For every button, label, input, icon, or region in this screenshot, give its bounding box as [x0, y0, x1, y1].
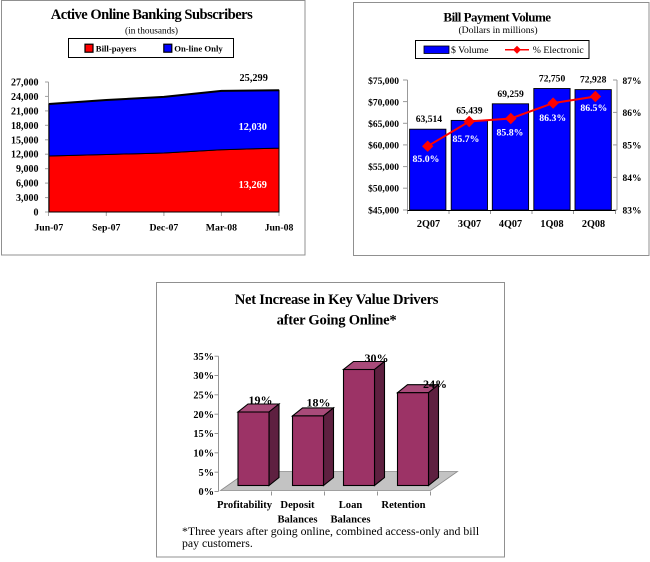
- svg-text:86.5%: 86.5%: [580, 103, 607, 114]
- svg-text:*Three years after going onlin: *Three years after going online, combine…: [182, 524, 480, 538]
- svg-text:Dec-07: Dec-07: [149, 223, 178, 234]
- svg-text:20%: 20%: [193, 410, 214, 421]
- svg-text:6,000: 6,000: [16, 179, 39, 190]
- svg-text:Net Increase in Key Value Driv: Net Increase in Key Value Drivers: [235, 292, 439, 308]
- svg-text:Profitability: Profitability: [217, 500, 273, 511]
- svg-text:27,000: 27,000: [11, 78, 39, 89]
- svg-text:$55,000: $55,000: [368, 162, 399, 173]
- svg-text:83%: 83%: [623, 206, 642, 216]
- svg-text:85.7%: 85.7%: [453, 134, 480, 145]
- svg-text:25%: 25%: [193, 391, 214, 402]
- svg-text:3,000: 3,000: [16, 193, 39, 204]
- svg-text:72,750: 72,750: [539, 74, 566, 85]
- svg-text:13,269: 13,269: [239, 180, 267, 191]
- svg-text:18,000: 18,000: [11, 121, 39, 132]
- svg-text:(in thousands): (in thousands): [125, 26, 178, 37]
- svg-text:21,000: 21,000: [11, 106, 39, 117]
- svg-text:86%: 86%: [623, 109, 642, 119]
- svg-text:after Going Online*: after Going Online*: [277, 312, 397, 328]
- svg-text:4Q07: 4Q07: [499, 219, 522, 230]
- svg-text:$75,000: $75,000: [368, 76, 399, 87]
- svg-text:10%: 10%: [193, 449, 214, 460]
- svg-text:30%: 30%: [193, 371, 214, 382]
- svg-text:2Q08: 2Q08: [582, 219, 605, 230]
- svg-text:$70,000: $70,000: [368, 97, 399, 108]
- svg-text:Active Online Banking Subscrib: Active Online Banking Subscribers: [51, 7, 253, 23]
- svg-text:$60,000: $60,000: [368, 141, 399, 152]
- svg-text:3Q07: 3Q07: [458, 219, 481, 230]
- svg-text:Balances: Balances: [330, 515, 370, 526]
- svg-text:$45,000: $45,000: [368, 205, 399, 216]
- svg-text:Bill Payment Volume: Bill Payment Volume: [443, 9, 551, 24]
- svg-text:Deposit: Deposit: [280, 500, 315, 511]
- svg-text:$50,000: $50,000: [368, 184, 399, 195]
- svg-text:0: 0: [34, 208, 39, 219]
- svg-text:Loan: Loan: [339, 500, 363, 511]
- svg-text:2Q07: 2Q07: [417, 219, 440, 230]
- svg-text:Mar-08: Mar-08: [206, 223, 237, 234]
- svg-text:30%: 30%: [365, 351, 389, 365]
- svg-text:1Q08: 1Q08: [540, 219, 563, 230]
- svg-text:24%: 24%: [423, 377, 447, 391]
- svg-text:85%: 85%: [623, 142, 642, 152]
- svg-text:15%: 15%: [193, 429, 214, 440]
- svg-text:84%: 84%: [623, 174, 642, 184]
- svg-text:Retention: Retention: [381, 500, 425, 511]
- svg-text:12,030: 12,030: [239, 122, 267, 133]
- svg-text:15,000: 15,000: [11, 135, 39, 146]
- svg-text:35%: 35%: [193, 352, 214, 363]
- svg-text:25,299: 25,299: [240, 73, 268, 84]
- svg-text:86.3%: 86.3%: [539, 113, 566, 124]
- svg-text:pay customers.: pay customers.: [182, 536, 253, 550]
- svg-text:Balances: Balances: [277, 515, 317, 526]
- svg-text:(Dollars in millions): (Dollars in millions): [458, 25, 537, 36]
- svg-text:69,259: 69,259: [497, 89, 524, 100]
- svg-text:72,928: 72,928: [580, 75, 607, 86]
- svg-text:12,000: 12,000: [11, 150, 39, 161]
- svg-text:65,439: 65,439: [456, 105, 483, 116]
- svg-text:85.8%: 85.8%: [497, 127, 524, 138]
- svg-text:87%: 87%: [623, 77, 642, 87]
- svg-text:Jun-08: Jun-08: [265, 223, 294, 234]
- svg-text:19%: 19%: [249, 393, 273, 407]
- svg-text:18%: 18%: [307, 395, 331, 409]
- svg-text:$65,000: $65,000: [368, 119, 399, 130]
- svg-text:Sep-07: Sep-07: [92, 223, 120, 234]
- svg-text:24,000: 24,000: [11, 92, 39, 103]
- svg-text:Bill-payers: Bill-payers: [96, 43, 137, 53]
- svg-text:0%: 0%: [199, 487, 214, 498]
- svg-text:$ Volume: $ Volume: [451, 45, 489, 56]
- svg-text:5%: 5%: [199, 468, 214, 479]
- svg-text:85.0%: 85.0%: [413, 154, 440, 165]
- svg-text:Jun-07: Jun-07: [34, 223, 63, 234]
- svg-text:On-line Only: On-line Only: [174, 43, 223, 53]
- svg-text:9,000: 9,000: [16, 164, 39, 175]
- svg-text:63,514: 63,514: [416, 114, 443, 125]
- svg-text:% Electronic: % Electronic: [533, 45, 585, 56]
